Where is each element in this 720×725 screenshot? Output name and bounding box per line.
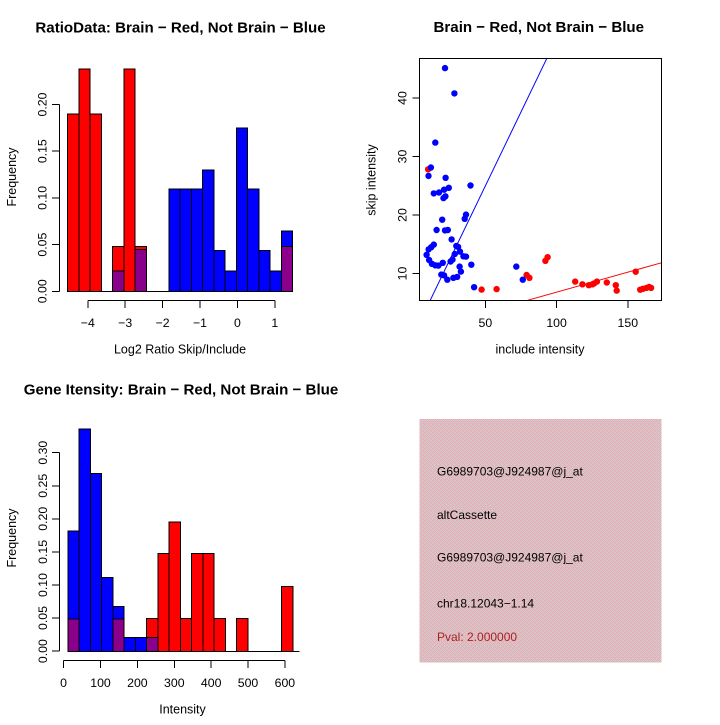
svg-text:0: 0 xyxy=(234,316,241,330)
svg-text:20: 20 xyxy=(395,208,409,222)
svg-text:Brain − Red, Not Brain − Blue: Brain − Red, Not Brain − Blue xyxy=(434,19,645,36)
svg-text:−3: −3 xyxy=(118,316,132,330)
svg-text:Pval: 2.000000: Pval: 2.000000 xyxy=(437,630,517,644)
svg-text:−4: −4 xyxy=(81,316,95,330)
svg-text:skip intensity: skip intensity xyxy=(364,143,378,215)
svg-text:Gene Itensity: Brain − Red, No: Gene Itensity: Brain − Red, Not Brain − … xyxy=(24,382,339,399)
svg-text:10: 10 xyxy=(395,267,409,281)
svg-text:30: 30 xyxy=(395,150,409,164)
svg-text:400: 400 xyxy=(201,676,222,690)
svg-text:0.10: 0.10 xyxy=(36,573,50,597)
svg-text:300: 300 xyxy=(164,676,185,690)
svg-text:0.20: 0.20 xyxy=(36,92,50,116)
svg-text:0.25: 0.25 xyxy=(36,474,50,498)
svg-text:50: 50 xyxy=(479,316,493,330)
svg-text:0.00: 0.00 xyxy=(36,279,50,303)
svg-text:0.15: 0.15 xyxy=(36,139,50,163)
svg-text:Log2 Ratio Skip/Include: Log2 Ratio Skip/Include xyxy=(114,342,246,356)
svg-text:−1: −1 xyxy=(193,316,207,330)
svg-text:altCassette: altCassette xyxy=(437,508,497,522)
svg-text:100: 100 xyxy=(90,676,111,690)
svg-text:0.20: 0.20 xyxy=(36,507,50,531)
svg-text:G6989703@J924987@j_at: G6989703@J924987@j_at xyxy=(437,551,583,565)
svg-text:chr18.12043−1.14: chr18.12043−1.14 xyxy=(437,597,534,611)
svg-text:600: 600 xyxy=(275,676,296,690)
svg-text:Frequency: Frequency xyxy=(5,147,19,207)
svg-text:200: 200 xyxy=(127,676,148,690)
svg-text:Intensity: Intensity xyxy=(159,702,206,716)
svg-text:0.10: 0.10 xyxy=(36,186,50,210)
svg-text:1: 1 xyxy=(271,316,278,330)
svg-text:0.00: 0.00 xyxy=(36,639,50,663)
svg-text:include intensity: include intensity xyxy=(496,342,586,356)
svg-text:0.05: 0.05 xyxy=(36,606,50,630)
svg-text:0.15: 0.15 xyxy=(36,540,50,564)
svg-text:RatioData: Brain − Red, Not Br: RatioData: Brain − Red, Not Brain − Blue xyxy=(35,20,325,37)
svg-text:Frequency: Frequency xyxy=(5,508,19,568)
svg-text:−2: −2 xyxy=(156,316,170,330)
svg-text:150: 150 xyxy=(618,316,639,330)
svg-text:100: 100 xyxy=(546,316,567,330)
svg-text:500: 500 xyxy=(238,676,259,690)
svg-text:0.05: 0.05 xyxy=(36,232,50,256)
svg-text:40: 40 xyxy=(395,91,409,105)
svg-text:0: 0 xyxy=(60,676,67,690)
svg-text:0.30: 0.30 xyxy=(36,441,50,465)
svg-text:G6989703@J924987@j_at: G6989703@J924987@j_at xyxy=(437,465,583,479)
